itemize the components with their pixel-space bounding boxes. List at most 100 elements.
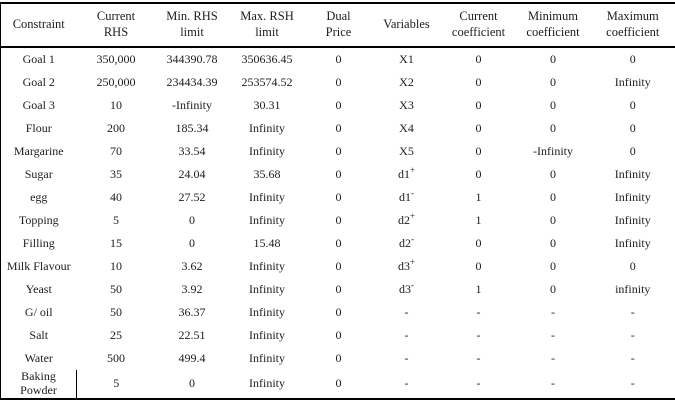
current-rhs-cell: 10 (110, 97, 122, 112)
table-row: Sugar 35 24.04 35.68 0 d1+ 0 0 Infinity (1, 163, 675, 186)
constraint-label-cell: Goal 2 (22, 74, 55, 89)
constraint-label-cell: Flour (25, 120, 52, 135)
max-rsh-limit-cell: Infinity (249, 327, 285, 342)
current-rhs-cell: 350,000 (96, 51, 136, 66)
col-header-current-coefficient: Current coefficient (441, 3, 516, 48)
current-coefficient-cell: 0 (475, 51, 482, 66)
maximum-coefficient-cell: - (630, 350, 635, 365)
current-rhs-cell: 35 (110, 166, 122, 181)
current-rhs-cell: 15 (110, 235, 122, 250)
table-row: Salt 25 22.51 Infinity 0 - - - - (1, 324, 675, 347)
minimum-coefficient-cell: - (551, 350, 555, 365)
current-coefficient-cell: 0 (475, 97, 482, 112)
table-row: Yeast 50 3.92 Infinity 0 d3- 1 0 infinity (1, 278, 675, 301)
constraint-label-cell: Sugar (24, 166, 53, 181)
table-body: Goal 1 350,000 344390.78 350636.45 0 X1 0 0 0 Goa… (0, 47, 675, 399)
maximum-coefficient-cell: Infinity (614, 189, 651, 204)
current-coefficient-cell: 1 (475, 281, 482, 296)
minimum-coefficient-cell: -Infinity (533, 143, 573, 158)
variable-cell: X3 (399, 97, 414, 112)
max-rsh-limit-cell: Infinity (249, 143, 285, 158)
variable-cell: d2+ (397, 210, 416, 227)
variable-cell: X2 (399, 74, 414, 89)
min-rhs-limit-cell: 3.62 (181, 258, 203, 273)
maximum-coefficient-cell: 0 (629, 51, 636, 66)
max-rsh-limit-cell: 253574.52 (241, 74, 293, 89)
min-rhs-limit-cell: 27.52 (178, 189, 206, 204)
table-row: Topping 5 0 Infinity 0 d2+ 1 0 Infinity (1, 209, 675, 232)
variable-cell: d1+ (397, 164, 416, 181)
current-coefficient-cell: 0 (475, 120, 482, 135)
minimum-coefficient-cell: - (551, 327, 555, 342)
minimum-coefficient-cell: 0 (550, 235, 556, 250)
min-rhs-limit-cell: 36.37 (178, 304, 206, 319)
constraint-label-cell: Filling (22, 235, 55, 250)
variable-cell: - (404, 350, 409, 365)
dual-price-cell: 0 (335, 375, 342, 390)
table-row: Milk Flavour 10 3.62 Infinity 0 d3+ 0 0 0 (1, 255, 675, 278)
max-rsh-limit-cell: 350636.45 (241, 51, 293, 66)
table-row: Goal 2 250,000 234434.39 253574.52 0 X2 0 0 Infi… (1, 71, 675, 94)
table-row: Water 500 499.4 Infinity 0 - - - - (1, 347, 675, 370)
variable-cell: - (404, 327, 409, 342)
table-row: Baking Powder 5 0 Infinity 0 - - - - (0, 370, 675, 399)
minimum-coefficient-cell: 0 (550, 281, 556, 296)
variable-cell: d3+ (397, 256, 416, 273)
current-rhs-cell: 70 (110, 143, 122, 158)
maximum-coefficient-cell: - (630, 375, 635, 390)
current-coefficient-cell: 0 (475, 166, 482, 181)
deviation-sign-superscript: + (409, 210, 416, 221)
maximum-coefficient-cell: Infinity (614, 74, 651, 89)
minimum-coefficient-cell: - (551, 375, 555, 390)
maximum-coefficient-cell: 0 (629, 120, 636, 135)
constraint-label-cell: G/ oil (24, 304, 53, 319)
min-rhs-limit-cell: 0 (189, 375, 195, 390)
constraint-label-cell: Water (24, 350, 53, 365)
table-row: Filling 15 0 15.48 0 d2- 0 0 Infinity (1, 232, 675, 255)
variable-cell: X4 (399, 120, 414, 135)
minimum-coefficient-cell: 0 (550, 166, 556, 181)
min-rhs-limit-cell: -Infinity (172, 97, 212, 112)
deviation-sign-superscript: - (411, 279, 414, 290)
minimum-coefficient-cell: - (551, 304, 555, 319)
minimum-coefficient-cell: 0 (550, 120, 556, 135)
minimum-coefficient-cell: 0 (550, 212, 556, 227)
current-coefficient-cell: 1 (475, 189, 482, 204)
min-rhs-limit-cell: 499.4 (178, 350, 206, 365)
constraint-label-cell: egg (30, 189, 48, 204)
maximum-coefficient-cell: infinity (615, 281, 651, 296)
max-rsh-limit-cell: Infinity (249, 120, 285, 135)
maximum-coefficient-cell: - (630, 327, 635, 342)
deviation-sign-superscript: - (411, 233, 414, 244)
max-rsh-limit-cell: Infinity (249, 375, 285, 390)
max-rsh-limit-cell: Infinity (249, 350, 285, 365)
dual-price-cell: 0 (335, 235, 342, 250)
col-header-variables: Variables (371, 3, 442, 48)
max-rsh-limit-cell: 35.68 (253, 166, 281, 181)
variable-cell: X1 (399, 51, 414, 66)
dual-price-cell: 0 (335, 97, 342, 112)
table-row: G/ oil 50 36.37 Infinity 0 - - - - (1, 301, 675, 324)
dual-price-cell: 0 (335, 350, 342, 365)
variable-cell: d3- (399, 279, 414, 296)
constraint-label-cell: Baking Powder (0, 370, 77, 399)
dual-price-cell: 0 (335, 189, 342, 204)
col-header-constraint: Constraint (0, 3, 77, 48)
max-rsh-limit-cell: Infinity (249, 212, 285, 227)
current-coefficient-cell: 0 (475, 258, 482, 273)
min-rhs-limit-cell: 185.34 (175, 120, 209, 135)
current-rhs-cell: 50 (110, 304, 122, 319)
table-header: Constraint Current RHS Min. RHS limit Ma… (0, 3, 675, 48)
dual-price-cell: 0 (335, 327, 342, 342)
max-rsh-limit-cell: Infinity (249, 258, 285, 273)
current-rhs-cell: 200 (107, 120, 125, 135)
min-rhs-limit-cell: 0 (189, 235, 195, 250)
max-rsh-limit-cell: Infinity (249, 304, 285, 319)
table-row: Goal 1 350,000 344390.78 350636.45 0 X1 0 0 0 (1, 47, 675, 71)
current-rhs-cell: 5 (113, 212, 119, 227)
maximum-coefficient-cell: Infinity (614, 212, 651, 227)
deviation-sign-superscript: - (411, 187, 414, 198)
current-coefficient-cell: 0 (475, 143, 482, 158)
